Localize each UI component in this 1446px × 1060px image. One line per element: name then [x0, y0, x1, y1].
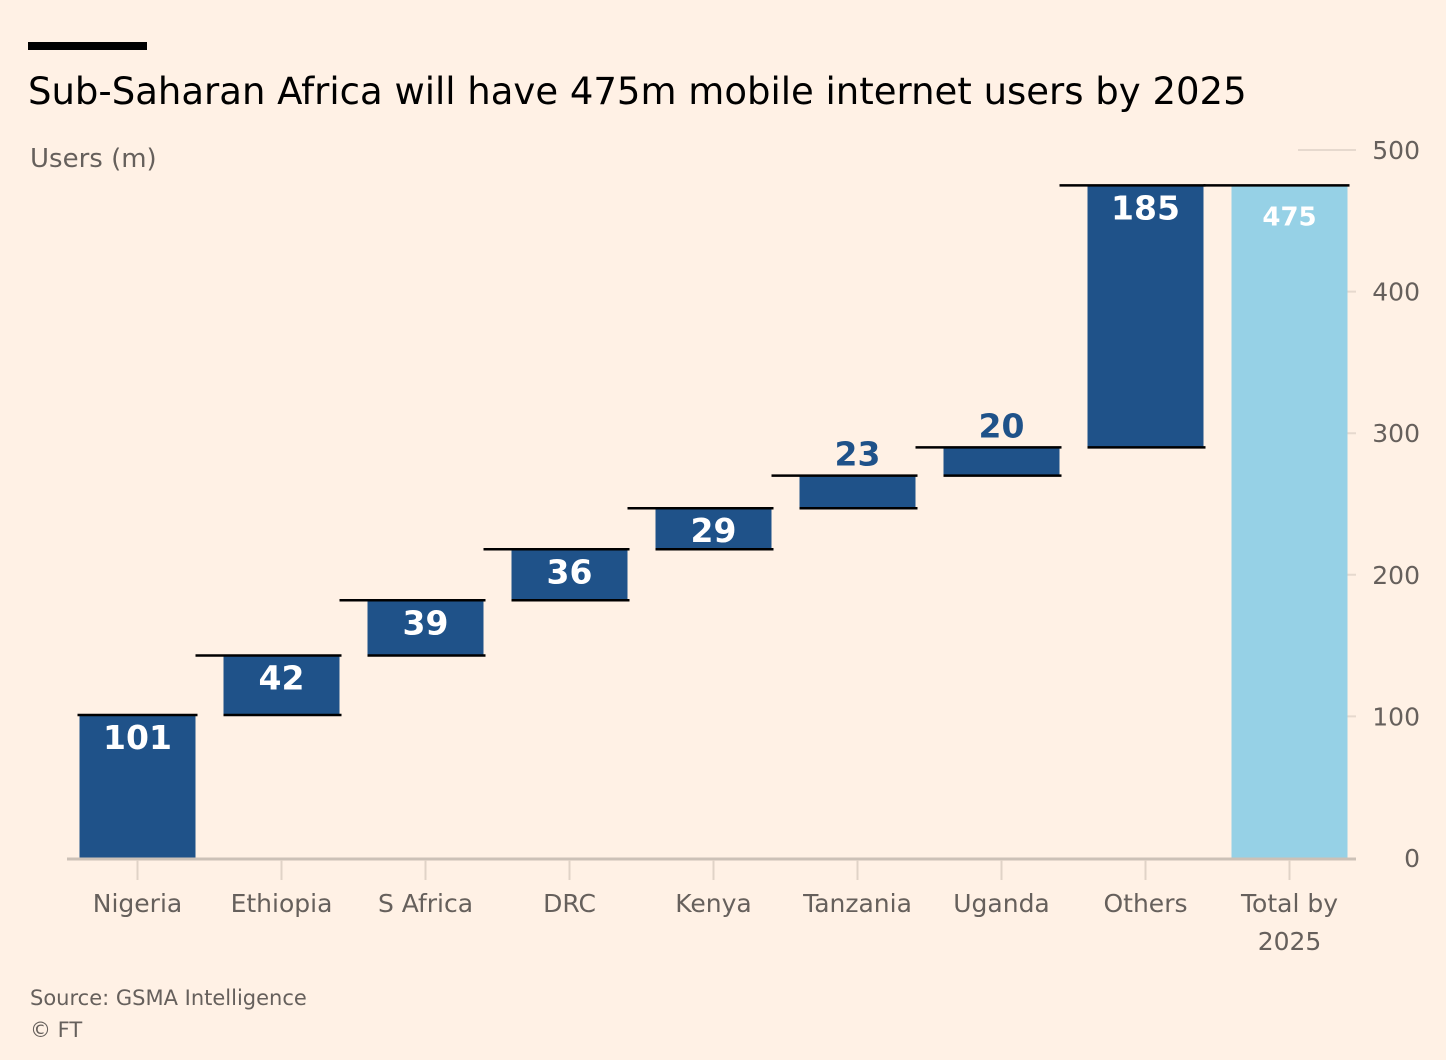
data-label-drc: 36 — [547, 552, 593, 591]
data-label-ethiopia: 42 — [259, 659, 305, 698]
x-tick-label-kenya: Kenya — [675, 889, 752, 918]
y-tick-label: 500 — [1372, 136, 1420, 165]
y-axis-title: Users (m) — [30, 144, 157, 174]
bar-tanzania — [799, 475, 916, 509]
y-tick-label: 100 — [1372, 702, 1420, 731]
data-label-s-africa: 39 — [403, 603, 449, 642]
x-tick-label-uganda: Uganda — [953, 889, 1050, 918]
x-tick-label-s-africa: S Africa — [378, 889, 473, 918]
copyright-note: © FT — [30, 1018, 83, 1042]
bar-s-africa — [367, 600, 484, 656]
data-label-others: 185 — [1111, 188, 1180, 227]
bar-kenya — [655, 508, 772, 550]
x-tick-label-tanzania: Tanzania — [802, 889, 912, 918]
x-tick-label-nigeria: Nigeria — [93, 889, 182, 918]
y-tick-label: 300 — [1372, 419, 1420, 448]
x-tick-label-others: Others — [1103, 889, 1187, 918]
x-tick-label-ethiopia: Ethiopia — [231, 889, 333, 918]
bar-ethiopia — [223, 655, 340, 715]
y-tick-label: 0 — [1404, 844, 1420, 873]
bar-uganda — [943, 447, 1060, 476]
data-label-total-by-2025: 475 — [1262, 202, 1316, 232]
chart-title: Sub-Saharan Africa will have 475m mobile… — [28, 70, 1247, 113]
y-tick-label: 200 — [1372, 561, 1420, 590]
source-note: Source: GSMA Intelligence — [30, 986, 307, 1010]
bar-total-by-2025 — [1231, 185, 1348, 858]
data-label-uganda: 20 — [979, 406, 1025, 445]
x-tick-label-drc: DRC — [543, 889, 596, 918]
data-label-tanzania: 23 — [835, 435, 881, 474]
header-rule — [28, 42, 147, 50]
y-tick-label: 400 — [1372, 278, 1420, 307]
bar-others — [1087, 185, 1204, 448]
x-tick-label-total-by-2025: Total by — [1240, 889, 1338, 918]
data-label-kenya: 29 — [691, 511, 737, 550]
bar-nigeria — [79, 714, 196, 858]
bar-drc — [511, 549, 628, 601]
x-tick-label-total-by-2025: 2025 — [1258, 927, 1322, 956]
data-label-nigeria: 101 — [103, 718, 172, 757]
